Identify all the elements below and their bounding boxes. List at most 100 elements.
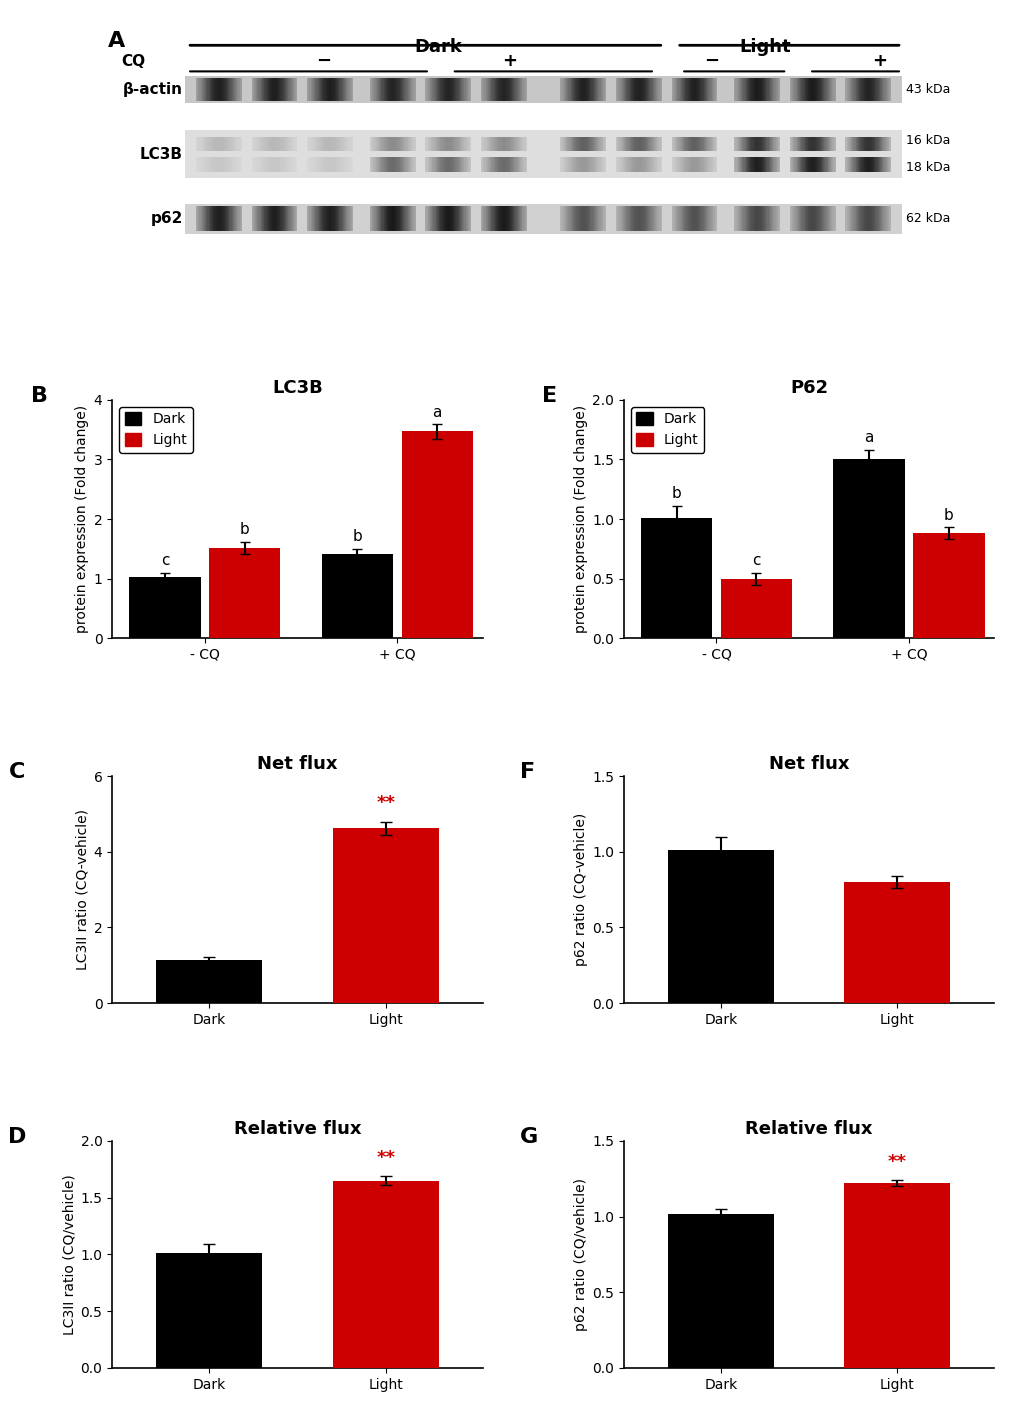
- Bar: [512, 79, 513, 101]
- Bar: [203, 157, 204, 171]
- Bar: [789, 206, 790, 231]
- Bar: [332, 1181, 438, 1368]
- Bar: [587, 157, 589, 171]
- Bar: [859, 79, 861, 101]
- Bar: [400, 206, 401, 231]
- Bar: [655, 206, 656, 231]
- Text: 43 kDa: 43 kDa: [906, 83, 950, 95]
- Bar: [234, 79, 236, 101]
- Bar: [493, 79, 494, 101]
- Bar: [795, 206, 796, 231]
- Bar: [823, 79, 824, 101]
- Bar: [819, 206, 820, 231]
- Bar: [850, 206, 852, 231]
- Bar: [622, 206, 623, 231]
- Bar: [233, 79, 234, 101]
- Bar: [569, 79, 571, 101]
- Bar: [513, 79, 514, 101]
- Bar: [828, 206, 829, 231]
- Bar: [334, 79, 335, 101]
- Bar: [267, 79, 269, 101]
- Bar: [258, 206, 260, 231]
- Bar: [645, 206, 646, 231]
- Bar: [764, 136, 765, 152]
- Bar: [644, 206, 645, 231]
- Bar: [799, 79, 801, 101]
- Bar: [746, 157, 747, 171]
- Bar: [426, 206, 427, 231]
- Bar: [452, 206, 453, 231]
- Bar: [201, 136, 202, 152]
- Bar: [294, 206, 297, 231]
- Bar: [766, 79, 768, 101]
- Bar: [680, 206, 682, 231]
- Bar: [503, 157, 504, 171]
- Bar: [802, 136, 803, 152]
- Bar: [267, 157, 269, 171]
- Bar: [866, 79, 867, 101]
- Bar: [279, 157, 280, 171]
- Bar: [436, 206, 437, 231]
- Bar: [342, 79, 343, 101]
- Bar: [801, 136, 802, 152]
- Bar: [629, 157, 631, 171]
- Bar: [752, 136, 753, 152]
- Bar: [212, 206, 213, 231]
- Bar: [688, 79, 689, 101]
- Bar: [218, 206, 219, 231]
- Bar: [712, 157, 713, 171]
- Bar: [520, 206, 521, 231]
- Bar: [156, 960, 262, 1003]
- Bar: [703, 79, 704, 101]
- Bar: [684, 157, 685, 171]
- Bar: [485, 79, 486, 101]
- Bar: [488, 157, 490, 171]
- Bar: [746, 206, 747, 231]
- Bar: [278, 79, 279, 101]
- Bar: [256, 157, 257, 171]
- Bar: [395, 79, 397, 101]
- Bar: [807, 206, 808, 231]
- Bar: [221, 157, 222, 171]
- Bar: [768, 206, 769, 231]
- Bar: [676, 136, 677, 152]
- Bar: [736, 136, 737, 152]
- Bar: [398, 157, 399, 171]
- Bar: [372, 157, 373, 171]
- Bar: [825, 206, 826, 231]
- Bar: [822, 136, 823, 152]
- Bar: [280, 79, 281, 101]
- Bar: [825, 79, 826, 101]
- Bar: [201, 206, 202, 231]
- Bar: [604, 157, 605, 171]
- Bar: [485, 136, 486, 152]
- Bar: [772, 206, 773, 231]
- Bar: [674, 206, 675, 231]
- Bar: [501, 79, 502, 101]
- Bar: [443, 206, 444, 231]
- Bar: [625, 136, 626, 152]
- Bar: [750, 136, 751, 152]
- Bar: [523, 157, 524, 171]
- Bar: [575, 136, 576, 152]
- Bar: [433, 206, 434, 231]
- Bar: [659, 136, 660, 152]
- Bar: [442, 157, 443, 171]
- Bar: [801, 79, 802, 101]
- Bar: [677, 136, 678, 152]
- Bar: [308, 136, 309, 152]
- Bar: [399, 79, 400, 101]
- Bar: [587, 79, 589, 101]
- Bar: [290, 136, 291, 152]
- Bar: [258, 79, 260, 101]
- Bar: [514, 79, 515, 101]
- Bar: [371, 157, 372, 171]
- Bar: [741, 136, 742, 152]
- Bar: [594, 79, 595, 101]
- Bar: [734, 79, 735, 101]
- Bar: [401, 136, 403, 152]
- Bar: [624, 157, 625, 171]
- Bar: [793, 206, 794, 231]
- Bar: [623, 136, 624, 152]
- Bar: [875, 136, 876, 152]
